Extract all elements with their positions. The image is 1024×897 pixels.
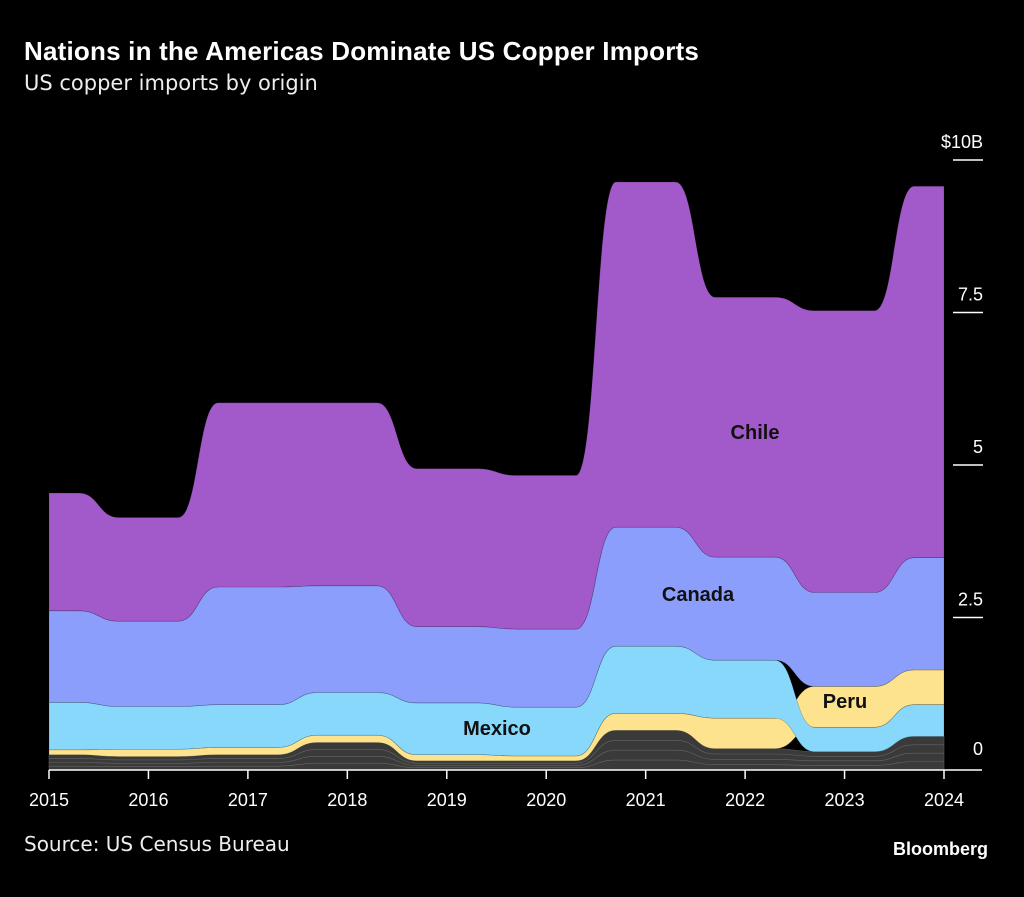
source-note: Source: US Census Bureau bbox=[24, 832, 290, 856]
label-chile: Chile bbox=[731, 422, 780, 444]
area-mexico bbox=[48, 645, 945, 757]
area-chile bbox=[48, 181, 945, 630]
label-canada: Canada bbox=[662, 584, 735, 606]
chart-title: Nations in the Americas Dominate US Copp… bbox=[24, 36, 700, 66]
other-sub-line bbox=[49, 749, 944, 766]
label-peru: Peru bbox=[823, 691, 867, 713]
x-tick-label: 2022 bbox=[725, 790, 765, 810]
x-tick-label: 2023 bbox=[825, 790, 865, 810]
other-sub-line bbox=[49, 759, 944, 769]
y-tick-label: 2.5 bbox=[958, 590, 983, 610]
x-tick-label: 2018 bbox=[327, 790, 367, 810]
label-mexico: Mexico bbox=[463, 718, 531, 740]
x-tick-label: 2017 bbox=[228, 790, 268, 810]
bloomberg-logo: Bloomberg bbox=[893, 839, 989, 859]
x-tick-label: 2024 bbox=[924, 790, 964, 810]
y-tick-label: 5 bbox=[973, 437, 983, 457]
y-tick-label: $10B bbox=[941, 132, 983, 152]
other-sub-line bbox=[49, 739, 944, 764]
y-tick-label: 0 bbox=[973, 739, 983, 759]
chart-subtitle: US copper imports by origin bbox=[24, 71, 318, 95]
x-tick-label: 2021 bbox=[626, 790, 666, 810]
y-tick-label: 7.5 bbox=[958, 285, 983, 305]
x-tick-label: 2019 bbox=[427, 790, 467, 810]
x-tick-label: 2020 bbox=[526, 790, 566, 810]
x-tick-label: 2015 bbox=[29, 790, 69, 810]
x-tick-label: 2016 bbox=[128, 790, 168, 810]
